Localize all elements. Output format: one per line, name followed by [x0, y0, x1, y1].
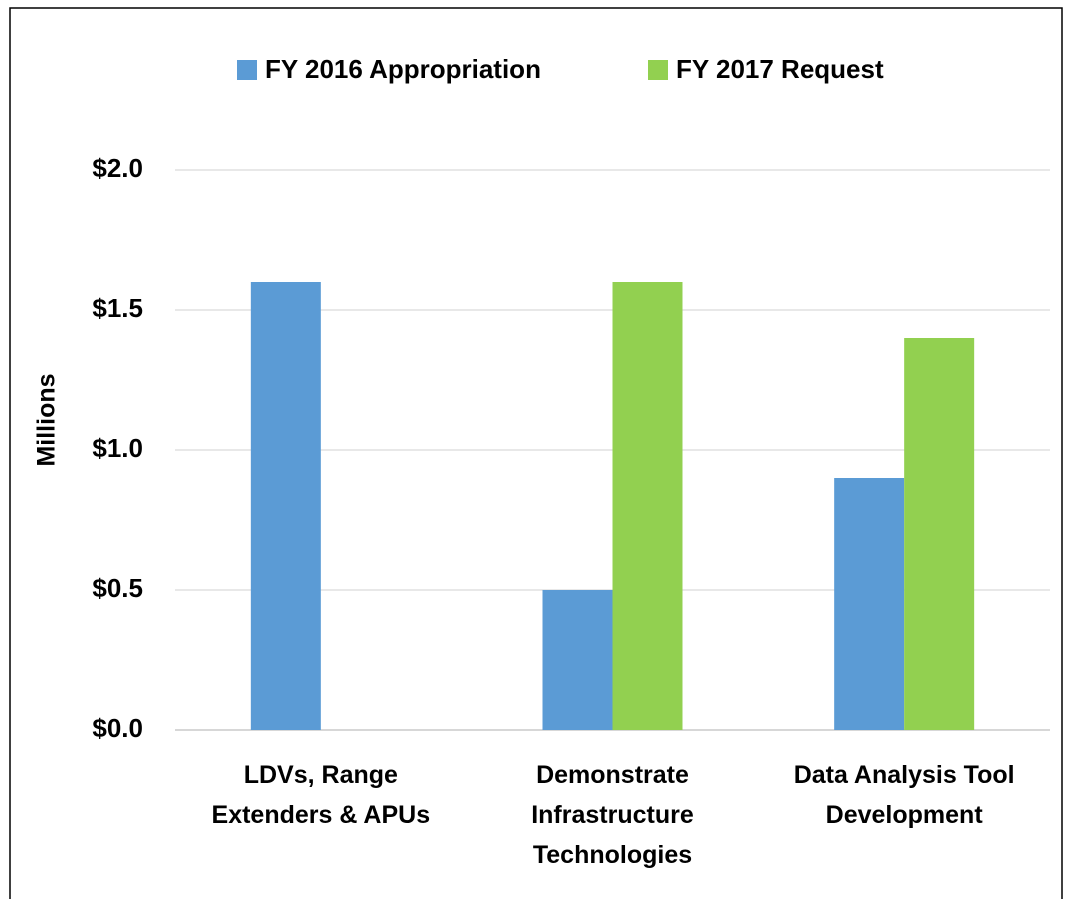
legend-label: FY 2016 Appropriation — [265, 54, 541, 84]
bar — [904, 338, 975, 730]
y-tick-label: $0.5 — [92, 573, 143, 603]
legend-label: FY 2017 Request — [676, 54, 884, 84]
bar — [834, 478, 905, 730]
bar — [612, 282, 683, 730]
y-tick-label: $1.0 — [92, 433, 143, 463]
legend-swatch — [648, 60, 668, 80]
frame — [9, 7, 1063, 899]
bar — [250, 282, 321, 730]
x-tick-label: LDVs, Range Extenders & APUs — [211, 761, 431, 829]
bar — [542, 590, 613, 730]
y-tick-label: $1.5 — [92, 293, 143, 323]
x-tick-label: Demonstrate Infrastructure Technologies — [531, 761, 694, 869]
legend-swatch — [237, 60, 257, 80]
y-tick-label: $2.0 — [92, 153, 143, 183]
x-tick-label: Data Analysis Tool Development — [793, 761, 1015, 829]
y-axis-label: Millions — [33, 373, 61, 466]
y-tick-label: $0.0 — [92, 713, 143, 743]
